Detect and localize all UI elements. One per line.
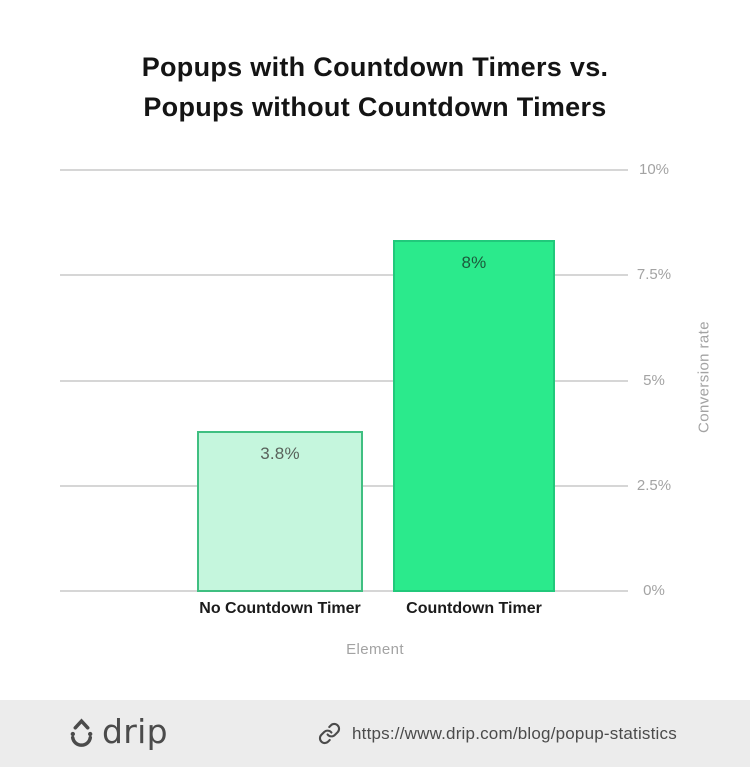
chart-title: Popups with Countdown Timers vs. Popups … (0, 47, 750, 127)
x-category-label-no-countdown-timer: No Countdown Timer (199, 600, 361, 617)
gridline-5pct (60, 380, 628, 382)
bar-value-label-countdown-timer: 8% (461, 253, 487, 272)
footer: drip https://www.drip.com/blog/popup-sta… (0, 700, 750, 767)
gridline-10pct (60, 169, 628, 171)
source-link[interactable]: https://www.drip.com/blog/popup-statisti… (318, 700, 677, 767)
gridline-7-5pct (60, 274, 628, 276)
y-axis-title: Conversion rate (695, 321, 713, 433)
x-axis-title: Element (346, 641, 404, 658)
bar-no-countdown-timer: 3.8% (197, 431, 363, 592)
bar-value-label-no-countdown-timer: 3.8% (260, 444, 300, 463)
bar-countdown-timer: 8% (393, 240, 555, 592)
y-tick-label-5pct: 5% (643, 372, 665, 389)
drip-logo: drip (68, 700, 168, 767)
y-tick-label-10pct: 10% (638, 161, 670, 178)
drip-droplet-icon (70, 718, 93, 747)
link-icon (318, 722, 341, 745)
chart-title-line2: Popups without Countdown Timers (143, 92, 607, 122)
y-tick-label-7-5pct: 7.5% (636, 266, 672, 283)
drip-wordmark: drip (102, 712, 168, 751)
source-url: https://www.drip.com/blog/popup-statisti… (352, 723, 677, 743)
x-category-label-countdown-timer: Countdown Timer (406, 600, 542, 617)
y-tick-label-2-5pct: 2.5% (636, 477, 672, 494)
chart-title-line1: Popups with Countdown Timers vs. (141, 52, 609, 82)
y-tick-label-0pct: 0% (643, 582, 665, 599)
